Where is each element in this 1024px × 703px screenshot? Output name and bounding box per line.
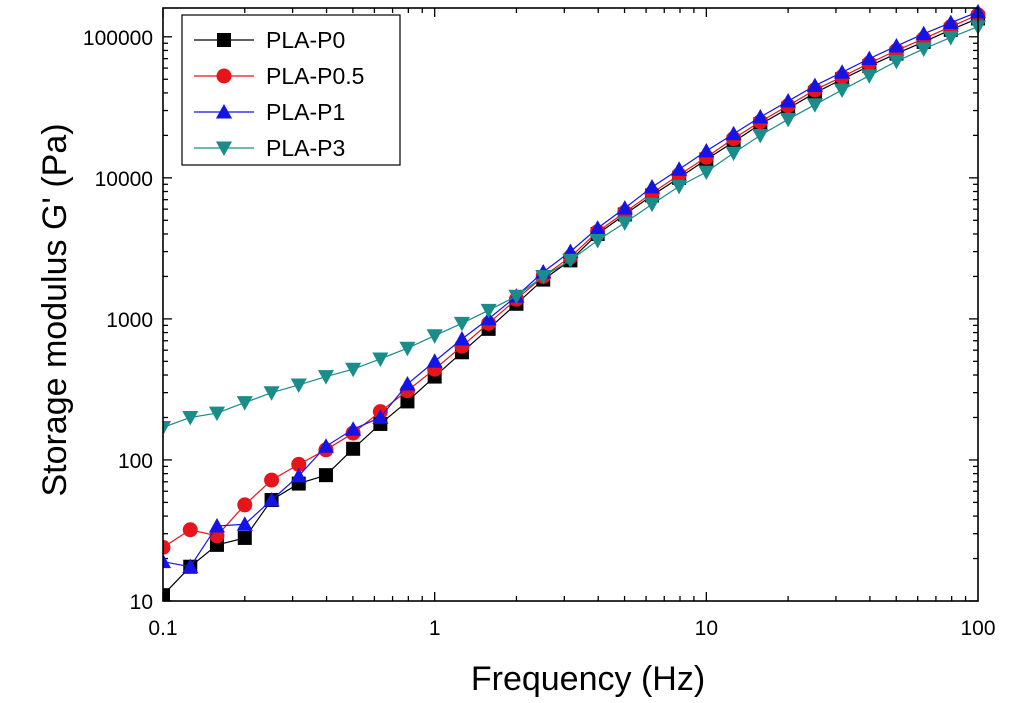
data-point	[643, 197, 661, 213]
data-point	[562, 253, 579, 269]
data-point	[263, 491, 280, 507]
data-point	[236, 396, 253, 411]
legend-item: PLA-P3	[194, 135, 345, 161]
data-point	[643, 179, 661, 194]
data-point	[264, 472, 280, 488]
y-tick-label: 10	[130, 591, 153, 614]
data-point	[589, 233, 606, 249]
data-point	[888, 37, 905, 53]
data-point	[317, 370, 335, 385]
y-tick-label: 1000	[106, 309, 153, 332]
data-point	[346, 441, 361, 456]
legend: PLA-P0 PLA-P0.5 PLA-P1 PLA-P3	[181, 14, 401, 166]
data-point	[426, 329, 443, 344]
legend-marker	[215, 141, 233, 157]
data-point	[942, 14, 959, 30]
y-tick-label: 100	[118, 450, 153, 473]
data-point	[317, 438, 335, 453]
y-tick-label: 100000	[83, 27, 153, 50]
data-point	[834, 83, 851, 98]
data-point	[888, 54, 905, 70]
plot-border	[162, 7, 979, 602]
data-point	[725, 146, 742, 162]
data-point	[182, 522, 198, 538]
data-point	[671, 179, 688, 195]
data-point	[236, 516, 253, 531]
data-point	[163, 588, 170, 601]
legend-label: PLA-P0	[266, 27, 345, 53]
data-point	[725, 125, 742, 141]
axis-ticks	[162, 8, 978, 602]
x-tick-label: 100	[960, 617, 995, 640]
data-point	[616, 216, 633, 231]
data-point	[208, 406, 226, 422]
data-point	[399, 341, 416, 357]
data-point	[589, 220, 606, 235]
legend-item: PLA-P0.5	[194, 63, 364, 89]
data-point	[318, 468, 333, 483]
data-point	[915, 25, 932, 41]
data-point	[834, 64, 851, 79]
data-point	[671, 161, 688, 176]
data-point	[372, 352, 389, 368]
data-point	[780, 93, 797, 108]
x-tick-label: 10	[695, 617, 718, 640]
data-point	[942, 30, 959, 46]
data-point	[915, 42, 932, 57]
data-point	[806, 77, 823, 93]
data-point	[182, 558, 199, 574]
data-point	[426, 353, 443, 368]
data-point	[453, 316, 470, 332]
legend-marker	[216, 68, 232, 84]
data-point	[453, 330, 470, 346]
data-point	[752, 128, 769, 144]
data-point	[372, 409, 389, 424]
data-point	[780, 112, 797, 128]
data-point	[237, 497, 253, 513]
data-point	[806, 98, 823, 113]
legend-item: PLA-P0	[194, 27, 345, 53]
data-point	[291, 456, 307, 472]
x-tick-label: 0.1	[148, 617, 177, 640]
plot-frame	[162, 7, 979, 602]
legend-label: PLA-P3	[266, 135, 345, 161]
legend-marker	[217, 33, 231, 47]
x-tick-label: 1	[429, 617, 441, 640]
legend-marker	[215, 103, 233, 119]
y-axis-title: Storage modulus G' (Pa)	[36, 123, 74, 496]
legend-item: PLA-P1	[194, 99, 345, 125]
data-point	[399, 376, 416, 391]
data-point	[237, 530, 252, 545]
data-point	[345, 362, 362, 378]
data-point	[698, 142, 715, 158]
data-point	[480, 303, 497, 319]
data-point	[163, 421, 172, 436]
data-point	[208, 517, 226, 533]
data-point	[861, 50, 878, 66]
data-point	[508, 289, 525, 305]
data-point	[752, 108, 769, 124]
data-point	[345, 421, 362, 436]
y-tick-label: 10000	[95, 168, 153, 191]
data-point	[616, 200, 633, 215]
data-point	[263, 386, 280, 401]
data-point	[290, 467, 307, 483]
axis-tick-labels: 0.1 1 10 100 10 100 1000 10000 100000	[83, 27, 996, 640]
legend-label: PLA-P1	[266, 99, 345, 125]
data-point	[290, 378, 307, 394]
series-pla-p3	[163, 20, 987, 436]
data-point	[535, 269, 552, 285]
data-point	[861, 69, 878, 84]
data-point	[163, 553, 172, 569]
data-point	[182, 411, 199, 426]
data-point	[698, 165, 715, 181]
data-point	[163, 539, 171, 555]
legend-label: PLA-P0.5	[266, 63, 364, 89]
data-point	[400, 394, 415, 409]
x-axis-title: Frequency (Hz)	[471, 660, 705, 698]
